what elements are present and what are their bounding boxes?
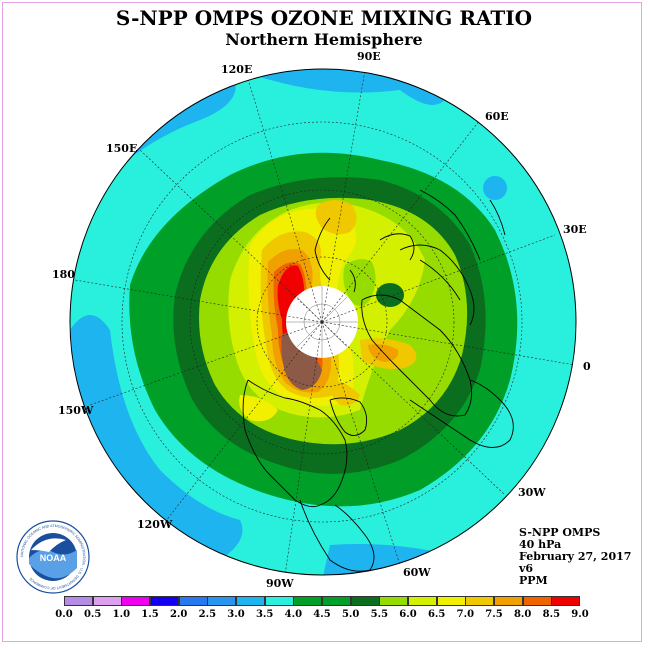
ozone-band-5p0-pocket: [376, 283, 404, 307]
ozone-band-9p0: [281, 332, 322, 390]
colorbar-swatch-17: [551, 596, 581, 606]
lon-label-30e: 30E: [563, 223, 587, 236]
ozone-band-5p5-pocket: [343, 259, 376, 306]
noaa-logo: NOAA NATIONAL OCEANIC AND ATMOSPHERIC AD…: [16, 520, 90, 594]
info-version: v6: [519, 562, 534, 575]
lon-label-120e: 120E: [221, 63, 253, 76]
colorbar-swatch-4: [178, 596, 208, 606]
colorbar-swatch-3: [150, 596, 180, 606]
colorbar-swatch-11: [379, 596, 409, 606]
colorbar-tick-label: 7.5: [485, 609, 503, 620]
colorbar-tick-label: 8.5: [542, 609, 561, 620]
info-date: February 27, 2017: [519, 550, 632, 563]
ozone-band-3p0-s: [320, 544, 480, 575]
colorbar-tick-label: 5.0: [341, 609, 360, 620]
colorbar-tick-label: 2.5: [198, 609, 217, 620]
map-boundary: [69, 68, 577, 576]
colorbar-swatch-13: [436, 596, 466, 606]
colorbar-swatch-5: [207, 596, 237, 606]
lon-label-150e: 150E: [106, 142, 138, 155]
colorbar-tick-label: 1.0: [112, 609, 131, 620]
colorbar-swatch-14: [465, 596, 495, 606]
colorbar-swatch-6: [236, 596, 266, 606]
colorbar-tick-label: 0.5: [83, 609, 102, 620]
ozone-band-6p5-south: [239, 395, 278, 422]
lon-label-150w: 150W: [58, 404, 94, 417]
colorbar-swatch-16: [522, 596, 552, 606]
colorbar-tick-label: 4.5: [313, 609, 331, 620]
lon-label-120w: 120W: [137, 518, 173, 531]
lon-label-180: 180: [52, 268, 75, 281]
info-instrument: S-NPP OMPS: [519, 526, 601, 539]
ozone-band-3p0-ne: [483, 176, 507, 200]
colorbar-swatch-12: [408, 596, 438, 606]
colorbar-tick-label: 9.0: [571, 609, 589, 620]
colorbar-tick-label: 5.5: [370, 609, 389, 620]
lon-label-0: 0: [583, 360, 591, 373]
colorbar-swatch-10: [350, 596, 380, 606]
logo-bird-wave: [29, 550, 77, 579]
ozone-field: [70, 69, 576, 575]
colorbar-swatch-15: [494, 596, 524, 606]
colorbar-tick-label: 7.0: [456, 609, 475, 620]
lon-label-90w: 90W: [266, 577, 294, 590]
colorbar-swatch-8: [293, 596, 323, 606]
info-level: 40 hPa: [519, 538, 562, 551]
colorbar-tick-label: 0.0: [55, 609, 73, 620]
colorbar-tick-label: 1.5: [141, 609, 159, 620]
colorbar-tick-label: 3.5: [255, 609, 274, 620]
colorbar-swatch-7: [264, 596, 294, 606]
colorbar-swatch-2: [121, 596, 151, 606]
colorbar-swatch-9: [322, 596, 352, 606]
colorbar-tick-label: 6.0: [399, 609, 417, 620]
colorbar-tick-label: 6.5: [427, 609, 446, 620]
lon-label-90e: 90E: [357, 50, 381, 63]
colorbar-swatch-0: [64, 596, 94, 606]
colorbar-tick-label: 2.0: [169, 609, 188, 620]
logo-bird: [31, 538, 66, 552]
info-units: PPM: [519, 574, 548, 587]
colorbar-tick-label: 3.0: [227, 609, 245, 620]
lon-label-30w: 30W: [518, 486, 546, 499]
logo-wordmark: NOAA: [40, 553, 67, 563]
lon-label-60e: 60E: [485, 110, 509, 123]
colorbar-swatch-1: [92, 596, 122, 606]
colorbar-tick-label: 8.0: [513, 609, 532, 620]
coastlines: [242, 189, 514, 572]
map-subtitle: Northern Hemisphere: [225, 30, 423, 49]
figure-frame: [2, 2, 642, 642]
graticule: [74, 69, 576, 575]
ozone-band-7p0-north: [315, 200, 357, 235]
map-title: S-NPP OMPS OZONE MIXING RATIO: [115, 6, 533, 30]
colorbar-tick-label: 4.0: [284, 609, 303, 620]
lon-label-60w: 60W: [403, 566, 431, 579]
